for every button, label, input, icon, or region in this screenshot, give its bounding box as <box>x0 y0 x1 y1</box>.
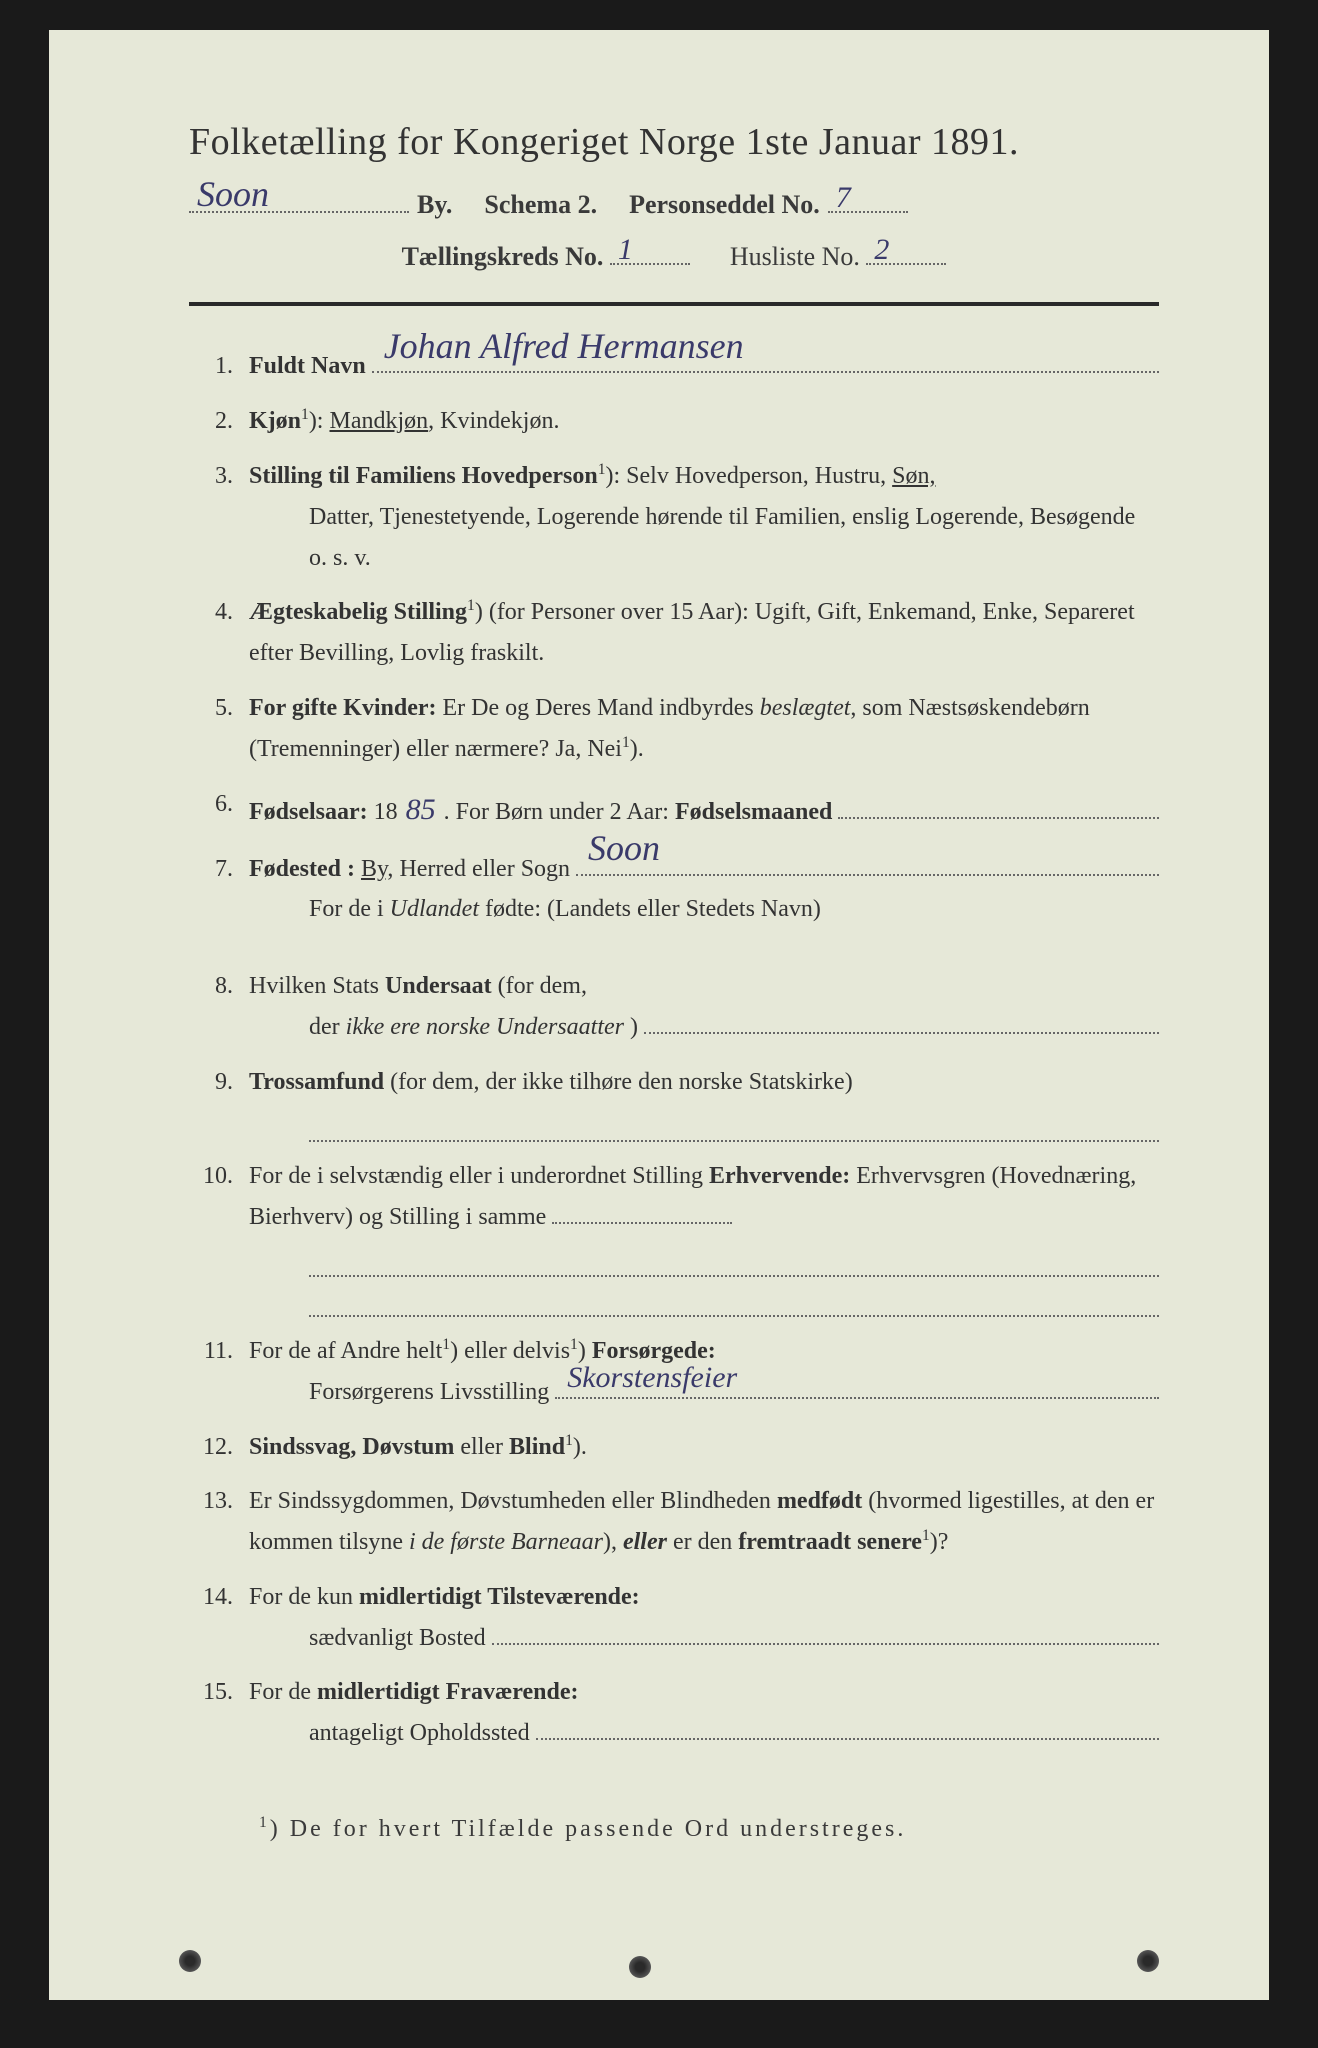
husliste-label: Husliste No. <box>730 242 860 271</box>
schema-label: Schema 2. <box>484 190 597 220</box>
q6: Fødselsaar: 18 85 . For Børn under 2 Aar… <box>189 784 1159 835</box>
q10: For de i selvstændig eller i underordnet… <box>189 1156 1159 1317</box>
taellingskreds-label: Tællingskreds No. <box>402 242 604 271</box>
q10-field-2 <box>309 1283 1159 1317</box>
q2-label: Kjøn <box>249 408 301 434</box>
q1-field: Johan Alfred Hermansen <box>372 349 1159 373</box>
q7: Fødested : By, Herred eller Sogn Soon Fo… <box>189 849 1159 953</box>
q5-label: For gifte Kvinder: <box>249 695 437 721</box>
q6-bold2: Fødselsmaaned <box>675 792 832 833</box>
q4: Ægteskabelig Stilling1) (for Personer ov… <box>189 592 1159 674</box>
header-row-2: Tællingskreds No. 1 Husliste No. 2 <box>189 234 1159 272</box>
q7-value: Soon <box>588 818 660 879</box>
husliste-field: 2 <box>866 234 946 265</box>
q6-label: Fødselsaar: <box>249 792 368 833</box>
q1-label: Fuldt Navn <box>249 346 366 387</box>
city-field: Soon <box>189 182 409 213</box>
q3-line3: o. s. v. <box>249 538 1159 579</box>
q2-rest: ): <box>309 408 324 434</box>
husliste-value: 2 <box>874 233 889 267</box>
q3-underlined: Søn, <box>892 463 935 489</box>
punch-hole-icon <box>179 1950 201 1972</box>
q6-year: 85 <box>406 784 436 835</box>
q3-line2: Datter, Tjenestetyende, Logerende hørend… <box>249 497 1159 538</box>
q15-line2: antageligt Opholdssted <box>309 1713 530 1754</box>
q11-field: Skorstensfeier <box>555 1375 1159 1399</box>
q11: For de af Andre helt1) eller delvis1) Fo… <box>189 1331 1159 1413</box>
question-list: Fuldt Navn Johan Alfred Hermansen Kjøn1)… <box>189 346 1159 1754</box>
taellingskreds-field: 1 <box>610 234 690 265</box>
q10-field-inline <box>552 1200 732 1224</box>
q2-sup: 1 <box>301 406 309 423</box>
q12: Sindssvag, Døvstum eller Blind1). <box>189 1427 1159 1468</box>
q1: Fuldt Navn Johan Alfred Hermansen <box>189 346 1159 387</box>
q1-value: Johan Alfred Hermansen <box>384 316 744 377</box>
q4-label: Ægteskabelig Stilling <box>249 599 467 625</box>
personseddel-label: Personseddel No. <box>629 190 820 220</box>
q6-month-field <box>838 795 1159 819</box>
q11-line2: Forsørgerens Livsstilling <box>309 1372 549 1413</box>
city-value: Soon <box>197 173 269 215</box>
q7-opt1: By, <box>361 849 393 890</box>
footnote: 1) De for hvert Tilfælde passende Ord un… <box>189 1814 1159 1843</box>
q9-label: Trossamfund <box>249 1069 384 1095</box>
q2-opt1: Mandkjøn <box>329 408 428 434</box>
q3: Stilling til Familiens Hovedperson1): Se… <box>189 456 1159 578</box>
q14-field <box>492 1621 1159 1645</box>
census-form-page: Folketælling for Kongeriget Norge 1ste J… <box>49 30 1269 2000</box>
q14: For de kun midlertidigt Tilsteværende: s… <box>189 1577 1159 1659</box>
q8-field <box>644 1010 1159 1034</box>
q10-field-1 <box>309 1244 1159 1278</box>
q2-opt2: Kvindekjøn. <box>440 408 559 434</box>
personseddel-value: 7 <box>836 181 851 215</box>
q14-line2: sædvanligt Bosted <box>309 1618 486 1659</box>
q3-label: Stilling til Familiens Hovedperson <box>249 463 598 489</box>
page-title: Folketælling for Kongeriget Norge 1ste J… <box>189 120 1159 164</box>
q9-field <box>309 1109 1159 1143</box>
q7-field: Soon <box>576 852 1159 876</box>
by-label: By. <box>417 190 452 220</box>
divider-rule <box>189 302 1159 306</box>
q15: For de midlertidigt Fraværende: antageli… <box>189 1672 1159 1754</box>
punch-hole-icon <box>1137 1950 1159 1972</box>
header-row-1: Soon By. Schema 2. Personseddel No. 7 <box>189 182 1159 220</box>
q11-value: Skorstensfeier <box>567 1352 737 1403</box>
taellingskreds-value: 1 <box>618 233 633 267</box>
footnote-text: ) De for hvert Tilfælde passende Ord und… <box>270 1816 907 1842</box>
q2: Kjøn1): Mandkjøn, Kvindekjøn. <box>189 401 1159 442</box>
q13: Er Sindssygdommen, Døvstumheden eller Bl… <box>189 1481 1159 1563</box>
q9: Trossamfund (for dem, der ikke tilhøre d… <box>189 1062 1159 1142</box>
personseddel-field: 7 <box>828 182 908 213</box>
q5: For gifte Kvinder: Er De og Deres Mand i… <box>189 688 1159 770</box>
punch-hole-icon <box>629 1956 651 1978</box>
q15-field <box>536 1716 1159 1740</box>
q7-label: Fødested : <box>249 849 355 890</box>
q8: Hvilken Stats Undersaat (for dem, der ik… <box>189 966 1159 1048</box>
